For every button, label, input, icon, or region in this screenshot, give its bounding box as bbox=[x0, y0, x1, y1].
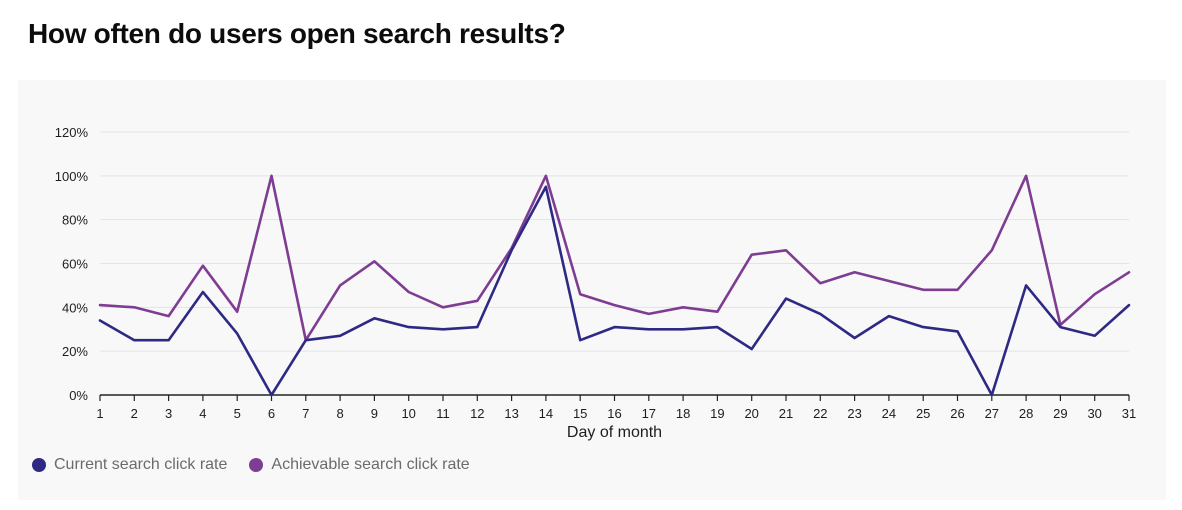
y-tick-label: 40% bbox=[62, 300, 88, 315]
legend-label-current: Current search click rate bbox=[54, 456, 228, 473]
x-tick-label: 30 bbox=[1087, 406, 1101, 421]
series-lines bbox=[98, 174, 1131, 397]
x-tick-label: 28 bbox=[1019, 406, 1033, 421]
x-axis-title: Day of month bbox=[567, 424, 662, 441]
legend-item-achievable[interactable]: Achievable search click rate bbox=[249, 456, 470, 474]
x-tick-label: 27 bbox=[985, 406, 999, 421]
y-tick-label: 0% bbox=[69, 388, 88, 403]
x-tick-label: 9 bbox=[371, 406, 378, 421]
x-tick-label: 6 bbox=[268, 406, 275, 421]
y-tick-label: 80% bbox=[62, 213, 88, 228]
legend-label-achievable: Achievable search click rate bbox=[271, 456, 470, 473]
y-tick-label: 100% bbox=[55, 169, 89, 184]
x-tick-label: 11 bbox=[436, 406, 450, 421]
x-tick-label: 14 bbox=[539, 406, 553, 421]
x-tick-label: 15 bbox=[573, 406, 587, 421]
x-tick-label: 31 bbox=[1122, 406, 1136, 421]
x-tick-label: 5 bbox=[234, 406, 241, 421]
x-tick-label: 1 bbox=[96, 406, 103, 421]
x-tick-label: 2 bbox=[131, 406, 138, 421]
x-tick-label: 8 bbox=[336, 406, 343, 421]
x-tick-label: 18 bbox=[676, 406, 690, 421]
x-tick-label: 25 bbox=[916, 406, 930, 421]
y-tick-label: 120% bbox=[55, 125, 89, 140]
series-line-achievable bbox=[98, 174, 1131, 342]
y-axis-ticks: 0% 20% 40% 60% 80% 100% 120% bbox=[55, 125, 89, 403]
x-tick-label: 12 bbox=[470, 406, 484, 421]
x-tick-label: 16 bbox=[607, 406, 621, 421]
x-tick-label: 17 bbox=[642, 406, 656, 421]
x-tick-label: 20 bbox=[744, 406, 758, 421]
x-tick-label: 19 bbox=[710, 406, 724, 421]
x-tick-label: 26 bbox=[950, 406, 964, 421]
y-tick-label: 60% bbox=[62, 257, 88, 272]
chart-title: How often do users open search results? bbox=[28, 18, 566, 49]
x-tick-label: 24 bbox=[882, 406, 896, 421]
x-tick-label: 21 bbox=[779, 406, 793, 421]
x-tick-label: 29 bbox=[1053, 406, 1067, 421]
x-tick-label: 7 bbox=[302, 406, 309, 421]
x-tick-label: 4 bbox=[199, 406, 206, 421]
x-tick-label: 23 bbox=[847, 406, 861, 421]
legend: Current search click rate Achievable sea… bbox=[32, 456, 492, 474]
legend-item-current[interactable]: Current search click rate bbox=[32, 456, 227, 474]
x-axis: 1 2 3 4 5 6 7 8 9 10 11 12 13 14 15 16 17 18 19 20 21 22 23 24 2… bbox=[96, 394, 1136, 421]
x-tick-label: 10 bbox=[401, 406, 415, 421]
x-tick-label: 13 bbox=[504, 406, 518, 421]
legend-swatch-current bbox=[32, 458, 46, 472]
x-tick-label: 22 bbox=[813, 406, 827, 421]
x-tick-label: 3 bbox=[165, 406, 172, 421]
series-line-current bbox=[98, 185, 1131, 397]
y-tick-label: 20% bbox=[62, 344, 88, 359]
chart-panel bbox=[18, 80, 1166, 500]
legend-swatch-achievable bbox=[249, 458, 264, 472]
